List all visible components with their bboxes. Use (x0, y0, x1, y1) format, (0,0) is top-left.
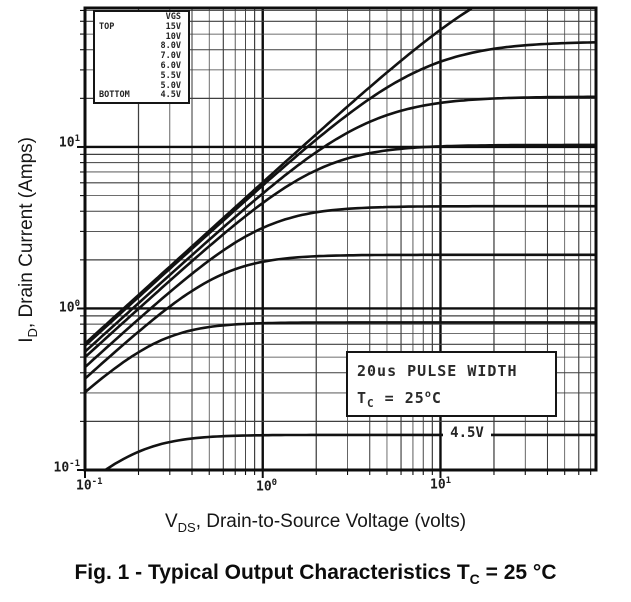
x-tick-1: 100 (256, 478, 278, 495)
legend-left-label (95, 72, 99, 82)
curve-4.5 (102, 433, 596, 470)
y-tick-10: 101 (58, 134, 80, 151)
legend-left-label (95, 33, 99, 43)
legend-value: 10V (165, 31, 181, 42)
legend-row: 6.0V (95, 60, 188, 72)
legend-value: 15V (165, 21, 181, 32)
legend-vgs-header: VGS (165, 12, 181, 22)
legend-bottom-label: BOTTOM (99, 90, 130, 101)
legend-left-label (95, 62, 99, 72)
legend-value: 5.0V (160, 80, 181, 91)
legend-value: 5.5V (160, 70, 181, 81)
case-temperature-text: TC = 25oC (357, 389, 442, 410)
pulse-width-annotation-box: 20us PULSE WIDTH TC = 25oC (346, 351, 557, 417)
legend-left-label (95, 42, 99, 52)
x-tick-0.1: 10-1 (76, 477, 103, 494)
legend-row: VGS (95, 12, 188, 23)
legend-row: 8.0V (95, 42, 188, 52)
legend-top-label: TOP (99, 21, 115, 32)
y-tick-1: 100 (58, 299, 80, 316)
curve-5.0 (85, 321, 596, 394)
curve-5.5 (85, 253, 596, 380)
legend-value: 8.0V (160, 41, 181, 52)
y-axis-title: ID, Drain Current (Amps) (16, 137, 40, 343)
curve-label-4-5v: 4.5V (443, 424, 491, 443)
pulse-width-text: 20us PULSE WIDTH (357, 362, 518, 380)
legend-row: 10V (95, 31, 188, 43)
legend-row: 5.5V (95, 70, 188, 82)
figure-caption: Fig. 1 - Typical Output Characteristics … (74, 561, 557, 588)
x-tick-10: 101 (430, 476, 452, 493)
x-axis-title: VDS, Drain-to-Source Voltage (volts) (164, 511, 467, 535)
y-tick-0.1: 10-1 (53, 459, 81, 476)
legend-row: 7.0V (95, 52, 188, 62)
curve-15 (85, 8, 475, 345)
legend-row: 5.0V (95, 80, 188, 92)
legend-value: 4.5V (160, 90, 181, 101)
curve-7.0 (85, 143, 596, 359)
legend-left-label (95, 52, 99, 62)
curve-8.0 (85, 95, 596, 353)
legend-row: TOP 15V (95, 21, 188, 33)
curve-10 (85, 41, 596, 347)
legend-row: BOTTOM 4.5V (95, 91, 188, 101)
legend-value: 7.0V (160, 51, 181, 62)
legend-value: 6.0V (160, 60, 181, 71)
curve-6.0 (85, 204, 596, 369)
vgs-legend-box: VGS TOP 15V 10V 8.0V 7.0V 6.0V 5.5V 5.0V (93, 10, 190, 104)
